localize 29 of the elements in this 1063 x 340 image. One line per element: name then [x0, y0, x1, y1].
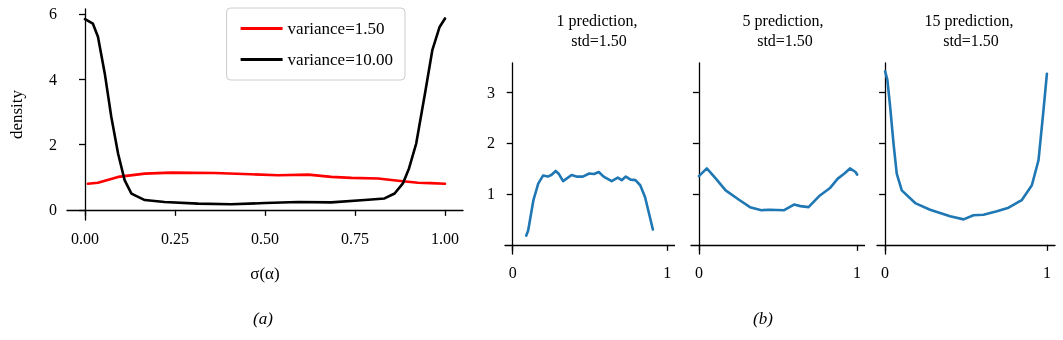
x-tick-label: 0 [694, 263, 703, 281]
line-series [524, 169, 655, 237]
chart-title: 15 prediction, std=1.50 [924, 11, 1018, 49]
legend-label: variance=10.00 [287, 50, 393, 69]
x-tick-label: 1.00 [431, 229, 459, 247]
y-tick-label: 2 [487, 134, 495, 152]
chart-title: 1 prediction, std=1.50 [556, 11, 642, 49]
x-tick-label: 1 [853, 263, 862, 281]
line-series [86, 171, 447, 186]
y-tick-label: 1 [487, 185, 495, 203]
legend-label: variance=1.50 [287, 19, 385, 38]
y-tick-label: 2 [49, 136, 57, 154]
x-tick-label: 0.75 [341, 229, 369, 247]
chart-title: 5 prediction, std=1.50 [742, 11, 828, 49]
x-tick-label: 1 [1042, 263, 1051, 281]
x-tick-label: 1 [663, 263, 672, 281]
x-tick-label: 0 [508, 263, 517, 281]
y-tick-label: 6 [49, 5, 57, 23]
x-axis-title: σ(α) [250, 264, 280, 283]
y-axis-title: density [7, 89, 26, 140]
y-tick-label: 4 [49, 70, 57, 88]
y-tick-label: 3 [487, 83, 495, 101]
x-tick-label: 0.50 [251, 229, 279, 247]
x-tick-label: 0.00 [71, 229, 99, 247]
text: (b) [753, 309, 774, 328]
text: (a) [253, 309, 274, 328]
x-tick-label: 0.25 [161, 229, 189, 247]
y-tick-label: 0 [49, 201, 57, 219]
x-tick-label: 0 [881, 263, 890, 281]
